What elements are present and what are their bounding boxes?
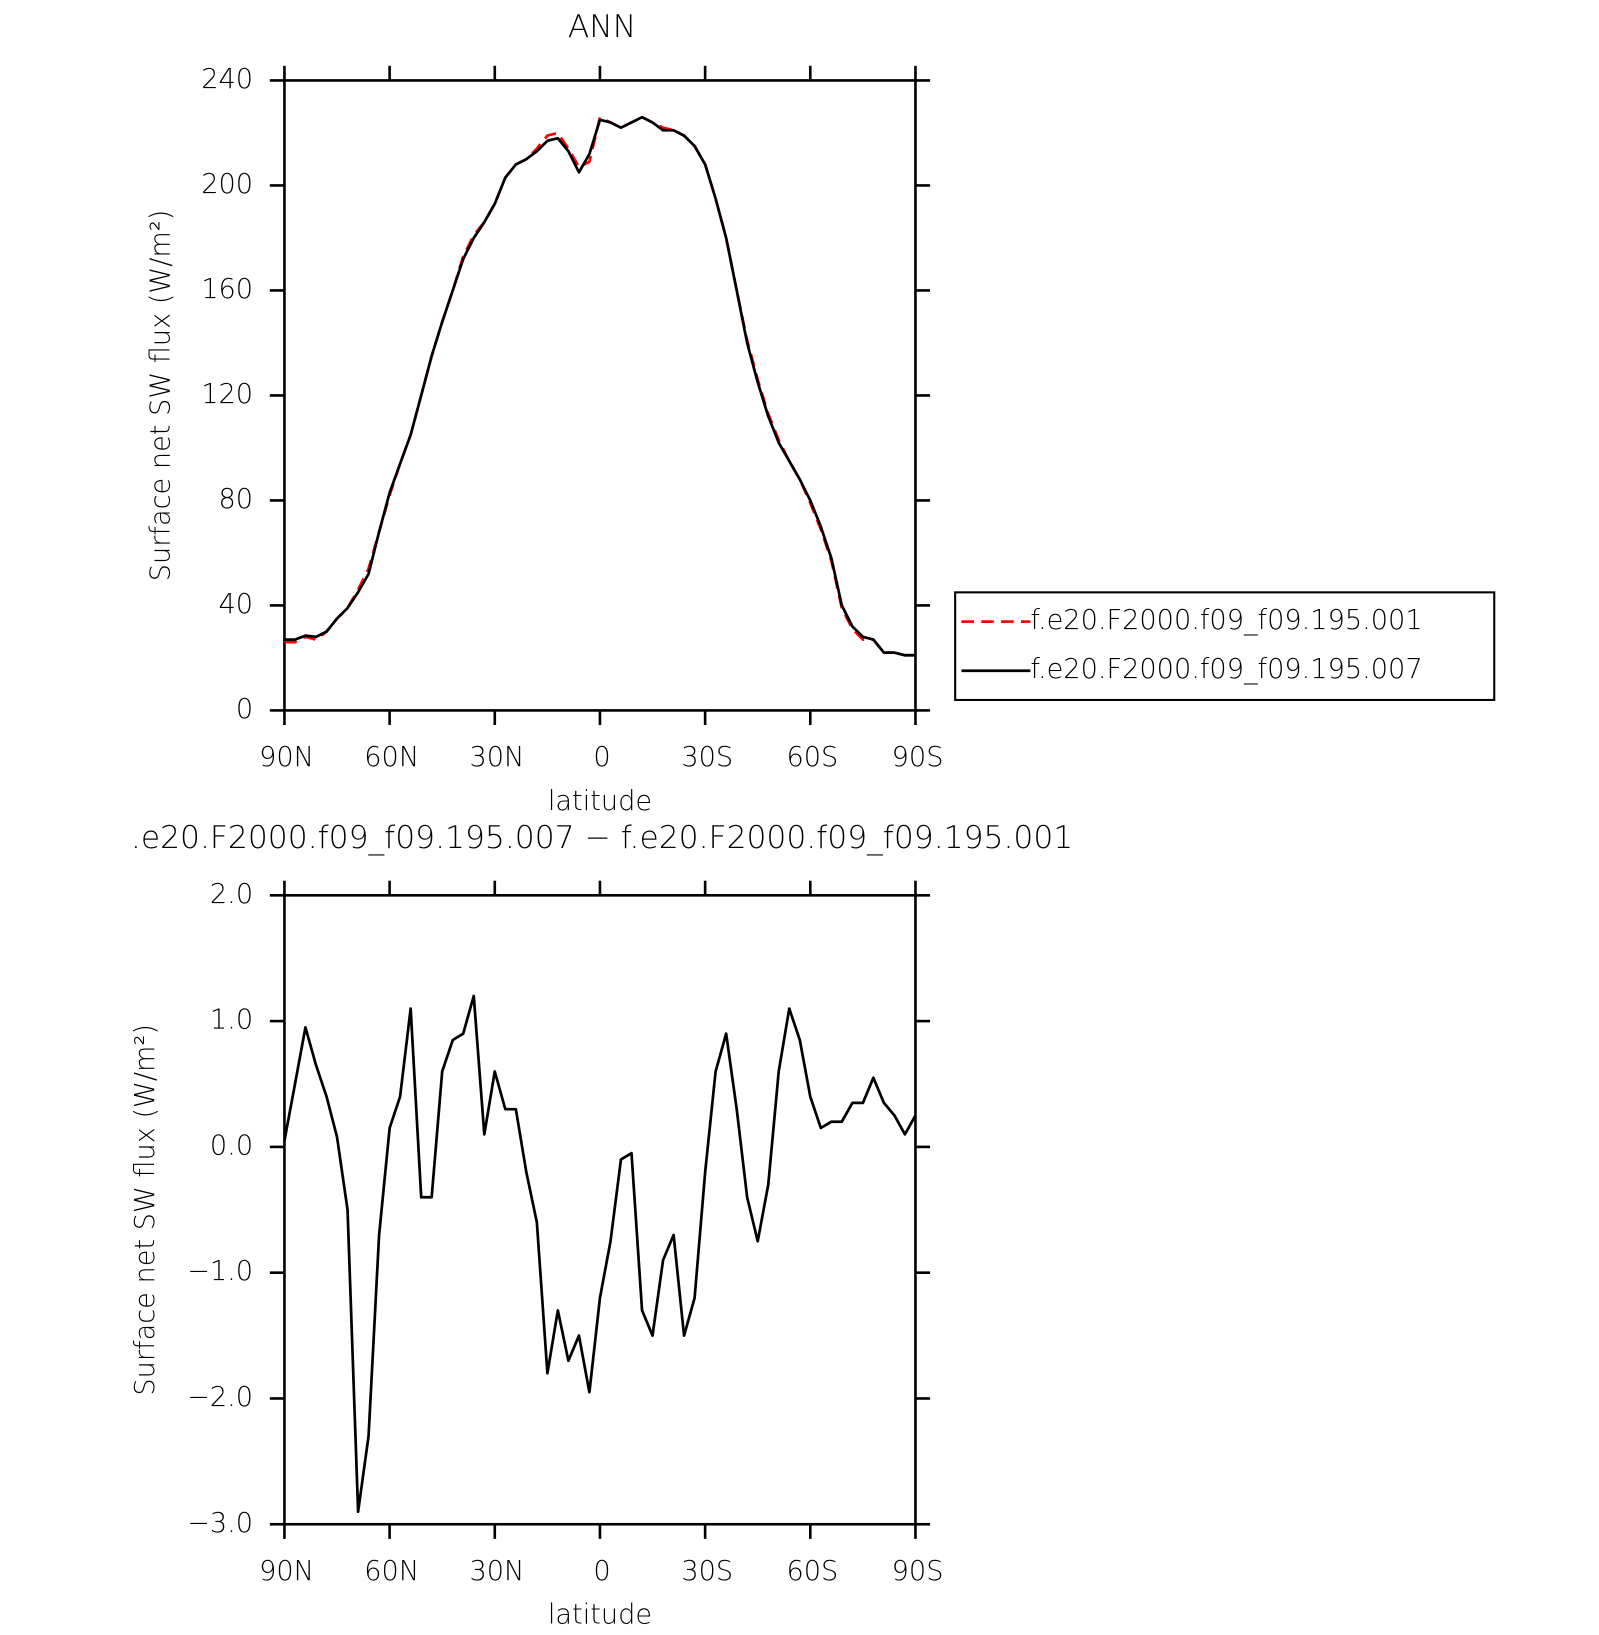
plot-frame xyxy=(283,894,917,1526)
x-axis-label: latitude xyxy=(548,1600,652,1631)
y-tick-label: 0 xyxy=(236,694,253,725)
y-tick-label: 240 xyxy=(201,64,253,95)
y-tick-label: 40 xyxy=(219,589,254,620)
y-tick-label: −1.0 xyxy=(187,1256,253,1287)
x-tick-label: 90S xyxy=(892,1556,944,1587)
y-tick-label: 200 xyxy=(201,169,253,200)
y-tick-label: 80 xyxy=(219,484,254,515)
x-tick-label: 60S xyxy=(786,742,838,773)
x-tick-label: 60S xyxy=(786,1556,838,1587)
x-tick-label: 30S xyxy=(681,1556,733,1587)
legend-box xyxy=(954,591,1496,702)
plot-frame xyxy=(283,79,917,712)
y-tick-label: 1.0 xyxy=(210,1005,253,1036)
x-tick-label: 30S xyxy=(681,742,733,773)
data-line xyxy=(283,994,917,1514)
chart-title: ANN xyxy=(568,9,636,45)
x-tick-label: 60N xyxy=(364,1556,419,1587)
x-tick-label: 30N xyxy=(469,742,524,773)
y-axis-label: Surface net SW flux (W/m²) xyxy=(130,1024,161,1396)
x-tick-label: 90N xyxy=(259,1556,314,1587)
data-line xyxy=(284,115,916,657)
x-tick-label: 30N xyxy=(469,1556,524,1587)
y-tick-label: −3.0 xyxy=(187,1508,253,1539)
y-axis-label: Surface net SW flux (W/m²) xyxy=(146,210,177,582)
data-line xyxy=(284,115,916,657)
legend-label: f.e20.F2000.f09_f09.195.007 xyxy=(1030,654,1422,685)
legend-label: f.e20.F2000.f09_f09.195.001 xyxy=(1030,605,1422,636)
x-tick-label: 60N xyxy=(364,742,419,773)
x-tick-label: 0 xyxy=(593,742,610,773)
y-tick-label: 0.0 xyxy=(210,1130,253,1161)
x-tick-label: 90S xyxy=(892,742,944,773)
x-axis-label: latitude xyxy=(548,786,652,817)
chart-title: .e20.F2000.f09_f09.195.007 − f.e20.F2000… xyxy=(131,820,1073,856)
y-tick-label: 2.0 xyxy=(210,879,253,910)
y-tick-label: −2.0 xyxy=(187,1382,253,1413)
x-tick-label: 90N xyxy=(259,742,314,773)
x-tick-label: 0 xyxy=(593,1556,610,1587)
y-tick-label: 160 xyxy=(201,274,253,305)
y-tick-label: 120 xyxy=(201,379,253,410)
